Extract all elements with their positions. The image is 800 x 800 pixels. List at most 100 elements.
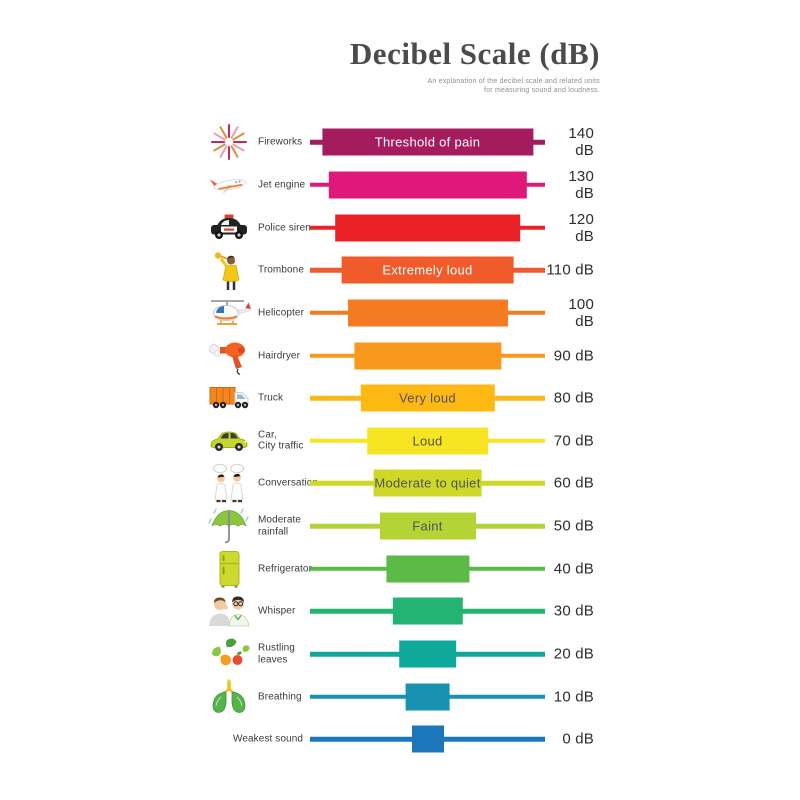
row-label: Truck <box>258 392 284 404</box>
db-bar <box>398 640 457 668</box>
row-jet-engine: Jet engine 130 dB <box>0 164 800 207</box>
row-breathing: Breathing 10 dB <box>0 675 800 718</box>
db-bar: Loud <box>366 427 489 455</box>
db-bar-track <box>310 675 545 718</box>
db-bar <box>411 725 444 753</box>
row-refrigerator: Refrigerator 40 dB <box>0 547 800 590</box>
db-bar: Faint <box>379 512 476 540</box>
db-value: 50 dB <box>553 517 594 535</box>
bar-value-label: Extremely loud <box>382 262 473 278</box>
whisper-icon <box>201 590 257 632</box>
row-label: Whisper <box>258 605 296 617</box>
page-subtitle: An explanation of the decibel scale and … <box>0 77 600 95</box>
row-label: Hairdryer <box>258 349 301 361</box>
refrigerator-icon <box>201 548 257 590</box>
db-value: 30 dB <box>553 602 594 620</box>
db-bar: Very loud <box>360 384 495 412</box>
db-bar-track <box>310 292 545 335</box>
umbrella-rain-icon <box>201 505 257 547</box>
leaves-icon <box>201 633 257 675</box>
db-value: 120 dB <box>568 210 594 245</box>
db-bar-track: Moderate to quiet <box>310 462 545 505</box>
row-police-siren: Police siren 120 dB <box>0 206 800 249</box>
db-bar <box>385 555 470 583</box>
db-bar <box>405 683 450 711</box>
db-value: 110 dB <box>546 261 594 279</box>
row-label: Conversation <box>258 477 319 489</box>
db-value: 0 dB <box>562 730 594 748</box>
db-bar-track <box>310 633 545 676</box>
db-bar-track <box>310 547 545 590</box>
db-value: 140 dB <box>568 125 594 160</box>
row-label: Rustling leaves <box>258 642 295 666</box>
police-car-icon <box>201 207 257 249</box>
db-bar <box>392 597 463 625</box>
row-label: Trombone <box>258 264 305 276</box>
db-bar-track: Extremely loud <box>310 249 545 292</box>
subtitle-line-1: An explanation of the decibel scale and … <box>427 78 600 85</box>
row-label: Police siren <box>258 221 311 233</box>
row-helicopter: Helicopter 100 dB <box>0 292 800 335</box>
bar-value-label: Loud <box>412 433 443 449</box>
db-value: 130 dB <box>568 167 594 202</box>
db-bar <box>347 299 508 327</box>
db-value: 60 dB <box>553 474 594 492</box>
row-hairdryer: Hairdryer 90 dB <box>0 334 800 377</box>
db-bar <box>353 342 502 370</box>
conversation-icon <box>201 462 257 504</box>
db-value: 100 dB <box>568 295 594 330</box>
car-icon <box>201 420 257 462</box>
row-label: Fireworks <box>258 136 303 148</box>
db-bar-track <box>310 164 545 207</box>
db-bar-track: Threshold of pain <box>310 121 545 164</box>
subtitle-line-2: for measuring sound and loudness. <box>484 87 600 94</box>
row-label: Moderate rainfall <box>258 514 302 538</box>
helicopter-icon <box>201 292 257 334</box>
page-title: Decibel Scale (dB) <box>349 36 600 71</box>
row-weakest-sound: Weakest sound 0 dB <box>0 718 800 761</box>
decibel-chart: Fireworks Threshold of pain 140 dB <box>0 121 800 761</box>
row-moderate-rainfall: Moderate rainfall Faint 50 dB <box>0 505 800 548</box>
db-bar-track <box>310 718 545 761</box>
db-bar-track <box>310 206 545 249</box>
row-whisper: Whisper 30 dB <box>0 590 800 633</box>
bar-value-label: Moderate to quiet <box>374 475 481 491</box>
truck-icon <box>201 377 257 419</box>
db-bar <box>328 171 527 199</box>
row-label: Helicopter <box>258 307 305 319</box>
db-bar: Moderate to quiet <box>373 469 482 497</box>
db-value: 40 dB <box>553 560 594 578</box>
db-value: 80 dB <box>553 389 594 407</box>
bar-value-label: Faint <box>412 518 443 534</box>
trombone-player-icon <box>201 249 257 291</box>
row-label: Jet engine <box>258 179 306 191</box>
lungs-icon <box>201 676 257 718</box>
db-bar-track: Faint <box>310 505 545 548</box>
db-value: 20 dB <box>553 645 594 663</box>
row-label: Weakest sound <box>233 733 304 745</box>
row-label: Refrigerator <box>258 562 312 574</box>
header: Decibel Scale (dB) An explanation of the… <box>0 36 600 95</box>
db-bar-track: Very loud <box>310 377 545 420</box>
bar-value-label: Very loud <box>399 390 456 406</box>
row-conversation: Conversation Moderate to quiet 60 dB <box>0 462 800 505</box>
db-value: 70 dB <box>553 432 594 450</box>
db-value: 10 dB <box>553 688 594 706</box>
row-label: Car, City traffic <box>258 429 304 452</box>
db-bar-track: Loud <box>310 419 545 462</box>
db-bar-track <box>310 334 545 377</box>
jet-engine-icon <box>201 164 257 206</box>
row-label: Breathing <box>258 690 302 702</box>
row-trombone: Trombone Extremely loud 110 dB <box>0 249 800 292</box>
row-car-city-traffic: Car, City traffic Loud 70 dB <box>0 419 800 462</box>
fireworks-icon <box>201 121 257 163</box>
db-bar-track <box>310 590 545 633</box>
row-rustling-leaves: Rustling leaves 20 dB <box>0 633 800 676</box>
db-bar: Extremely loud <box>341 256 514 284</box>
db-bar: Threshold of pain <box>321 128 534 156</box>
db-value: 90 dB <box>553 347 594 365</box>
row-truck: Truck Very loud 80 dB <box>0 377 800 420</box>
bar-value-label: Threshold of pain <box>374 134 481 150</box>
db-bar <box>334 214 521 242</box>
